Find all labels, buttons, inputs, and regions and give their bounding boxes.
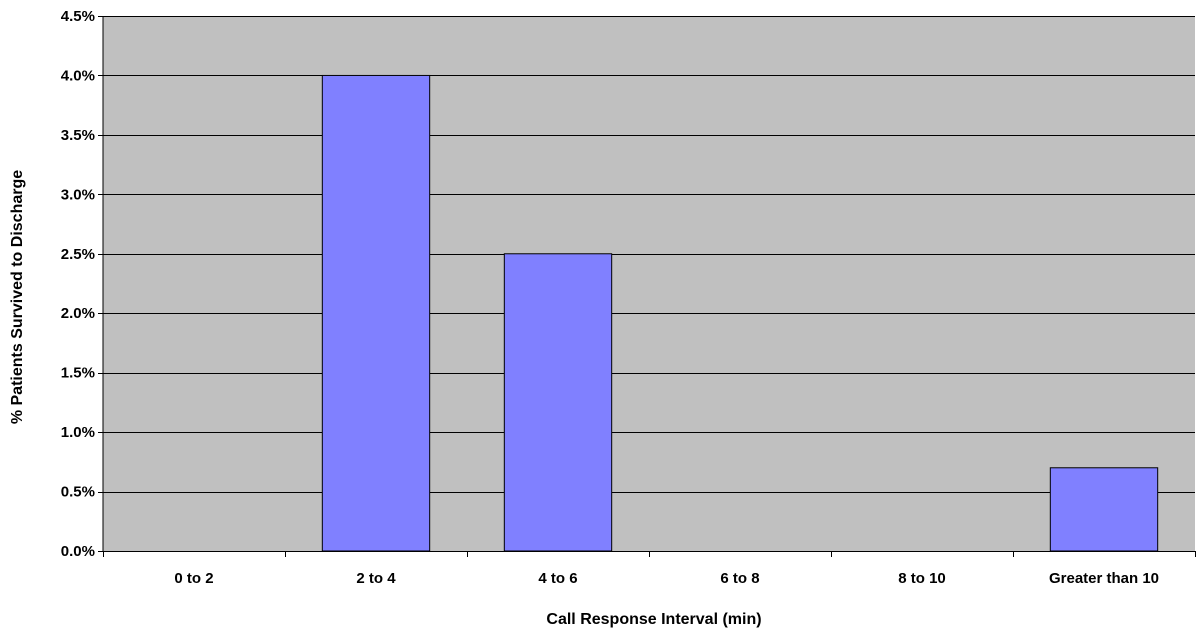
axes [98, 16, 1196, 557]
y-tick-label: 1.5% [61, 365, 95, 382]
y-tick-label: 4.0% [61, 67, 95, 84]
gridlines [103, 16, 1195, 493]
plot-area [103, 16, 1195, 551]
y-axis-title: % Patients Survived to Discharge [9, 170, 26, 424]
bar-1 [321, 74, 431, 552]
x-axis-title: Call Response Interval (min) [546, 611, 761, 628]
x-tick-label: 2 to 4 [356, 570, 396, 587]
x-tick-labels: 0 to 2 2 to 4 4 to 6 6 to 8 8 to 10 Greater t… [174, 570, 1159, 587]
bar-5 [1049, 467, 1159, 552]
y-tick-label: 0.5% [61, 484, 95, 501]
y-tick-label: 1.0% [61, 424, 95, 441]
y-tick-label: 0.0% [61, 543, 95, 560]
y-tick-label: 3.0% [61, 186, 95, 203]
y-tick-labels: 0.0% 0.5% 1.0% 1.5% 2.0% 2.5% 3.0% 3.5% 4.0% 4.5% [61, 8, 95, 560]
bars [321, 74, 1159, 552]
x-tick-label: 4 to 6 [538, 570, 577, 587]
y-tick-label: 3.5% [61, 127, 95, 144]
x-tick-label: 6 to 8 [720, 570, 759, 587]
y-tick-label: 4.5% [61, 8, 95, 25]
y-tick-label: 2.5% [61, 246, 95, 263]
x-tick-label: 8 to 10 [898, 570, 946, 587]
y-tick-label: 2.0% [61, 305, 95, 322]
x-tick-label: 0 to 2 [174, 570, 213, 587]
x-tick-label: Greater than 10 [1049, 570, 1159, 587]
bar-2 [503, 253, 613, 552]
